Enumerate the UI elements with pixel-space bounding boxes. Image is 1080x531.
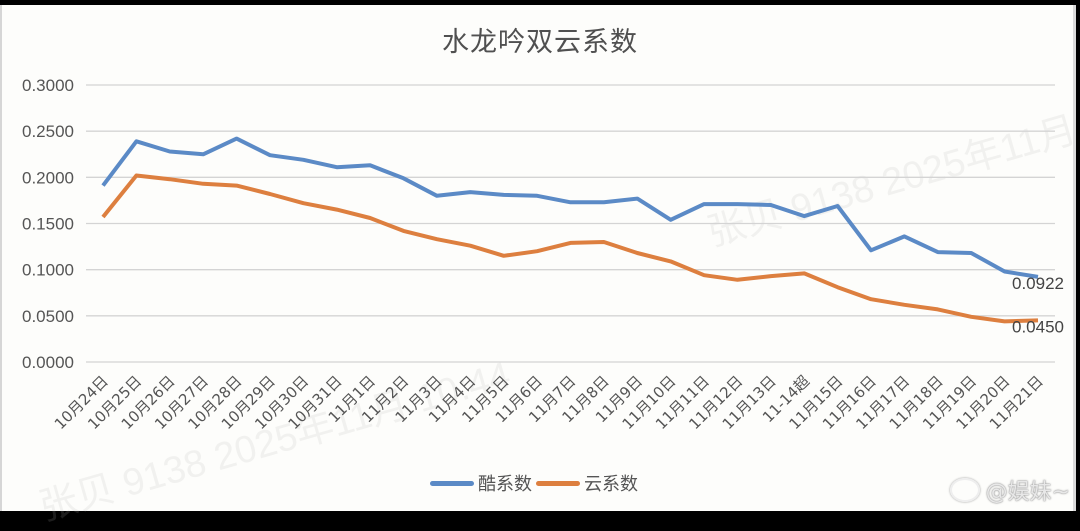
legend: 酷系数 云系数 (430, 470, 638, 496)
legend-item-yun: 云系数 (532, 470, 638, 496)
weibo-credit: @娱妹~ (949, 474, 1070, 506)
data-label: 0.0922 (1012, 274, 1064, 293)
legend-item-ku: 酷系数 (430, 470, 532, 496)
series-line-ku (101, 136, 1039, 279)
chart-title: 水龙吟双云系数 (442, 27, 638, 58)
y-tick-label: 0.3000 (22, 76, 74, 95)
legend-label: 云系数 (584, 474, 638, 495)
data-label: 0.0450 (1012, 317, 1064, 336)
legend-swatch-orange (536, 480, 580, 486)
y-tick-label: 0.0500 (22, 307, 74, 326)
credit-text: @娱妹~ (985, 480, 1070, 505)
legend-label: 酷系数 (478, 474, 532, 495)
y-tick-label: 0.0000 (22, 353, 74, 372)
y-tick-label: 0.1500 (22, 215, 74, 234)
y-tick-label: 0.2500 (22, 122, 74, 141)
y-tick-label: 0.1000 (22, 261, 74, 280)
y-tick-label: 0.2000 (22, 168, 74, 187)
chart-frame (0, 5, 1076, 511)
series-line-yun (101, 173, 1039, 324)
line-chart: 0.0000 0.0500 0.1000 0.1500 0.2000 0.2500 0.30… (22, 76, 1064, 433)
weibo-logo-icon (949, 478, 980, 502)
legend-swatch-blue (430, 480, 474, 486)
